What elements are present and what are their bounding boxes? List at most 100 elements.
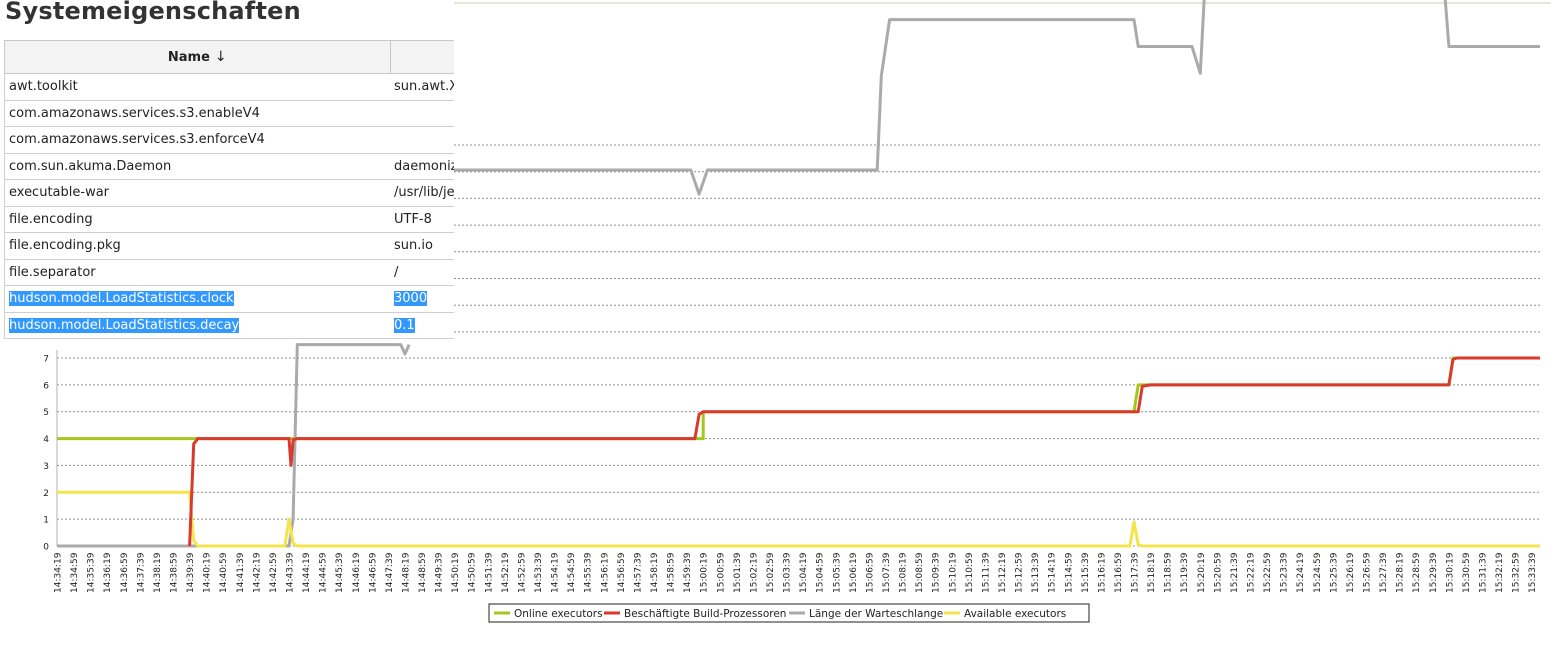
x-tick-label: 15:04:59 bbox=[816, 552, 826, 593]
column-header-value[interactable] bbox=[390, 40, 454, 74]
y-tick-label: 2 bbox=[43, 489, 49, 499]
series-lines bbox=[57, 0, 1540, 548]
table-row-selected: hudson.model.LoadStatistics.decay 0.1 bbox=[4, 312, 454, 339]
sort-down-arrow-icon: ↓ bbox=[214, 49, 227, 65]
x-tick-label: 14:59:39 bbox=[683, 552, 693, 593]
series-line-beschäftigte-build-prozessoren bbox=[188, 356, 1540, 547]
x-tick-label: 14:39:39 bbox=[186, 552, 196, 593]
x-tick-label: 15:18:19 bbox=[1147, 552, 1157, 593]
y-tick-label: 0 bbox=[43, 543, 49, 553]
x-tick-label: 14:34:59 bbox=[70, 552, 80, 593]
x-tick-label: 14:41:39 bbox=[236, 552, 246, 593]
table-row: awt.toolkit sun.awt.X bbox=[4, 73, 454, 101]
property-value: sun.awt.X bbox=[394, 79, 454, 95]
x-tick-label: 14:58:59 bbox=[667, 552, 677, 593]
x-tick-label: 15:03:39 bbox=[783, 552, 793, 593]
series-line-online-executors bbox=[57, 356, 1540, 441]
x-tick-label: 14:46:19 bbox=[352, 552, 362, 593]
x-tick-label: 15:29:39 bbox=[1429, 552, 1439, 593]
x-tick-label: 15:31:39 bbox=[1479, 552, 1489, 593]
x-tick-label: 15:30:59 bbox=[1462, 552, 1472, 593]
x-tick-label: 15:08:59 bbox=[915, 552, 925, 593]
x-tick-label: 15:10:19 bbox=[948, 552, 958, 593]
x-tick-label: 15:07:39 bbox=[882, 552, 892, 593]
property-name: com.amazonaws.services.s3.enableV4 bbox=[9, 105, 260, 121]
table-row-selected: hudson.model.LoadStatistics.clock 3000 bbox=[4, 285, 454, 313]
x-tick-label: 15:14:59 bbox=[1064, 552, 1074, 593]
table-row: com.amazonaws.services.s3.enableV4 bbox=[4, 100, 454, 127]
property-name: awt.toolkit bbox=[9, 79, 78, 95]
x-tick-label: 14:58:19 bbox=[650, 552, 660, 593]
x-tick-label: 15:10:59 bbox=[965, 552, 975, 593]
y-tick-label: 3 bbox=[43, 462, 49, 472]
x-tick-label: 14:52:59 bbox=[517, 552, 527, 593]
x-tick-label: 15:17:39 bbox=[1131, 552, 1141, 593]
property-value: UTF-8 bbox=[394, 211, 432, 227]
property-value: sun.io bbox=[394, 238, 433, 254]
x-tick-label: 15:22:59 bbox=[1263, 552, 1273, 593]
y-tick-label: 4 bbox=[43, 435, 49, 445]
x-tick-label: 14:34:19 bbox=[54, 552, 64, 593]
y-tick-label: 7 bbox=[43, 355, 49, 365]
x-tick-label: 14:56:59 bbox=[617, 552, 627, 593]
x-tick-label: 15:06:19 bbox=[849, 552, 859, 593]
x-tick-label: 15:04:19 bbox=[799, 552, 809, 593]
y-tick-label: 1 bbox=[43, 516, 49, 526]
table-row: file.encoding.pkg sun.io bbox=[4, 232, 454, 260]
property-name: com.sun.akuma.Daemon bbox=[9, 158, 172, 174]
x-tick-label: 15:06:59 bbox=[865, 552, 875, 593]
x-tick-label: 15:09:39 bbox=[932, 552, 942, 593]
y-tick-label: 5 bbox=[43, 408, 49, 418]
legend-label: Online executors bbox=[514, 608, 603, 620]
x-tick-label: 14:48:19 bbox=[401, 552, 411, 593]
table-row: executable-war/usr/lib/jen bbox=[4, 179, 454, 207]
x-tick-label: 15:18:59 bbox=[1164, 552, 1174, 593]
x-tick-label: 15:05:39 bbox=[832, 552, 842, 593]
system-properties-panel: Systemeigenschaften Name ↓ awt.toolkit sun… bbox=[0, 0, 454, 340]
x-tick-label: 14:53:39 bbox=[534, 552, 544, 593]
table-header-row: Name ↓ bbox=[4, 40, 454, 74]
x-tick-label: 15:12:59 bbox=[1015, 552, 1025, 593]
x-tick-label: 15:08:19 bbox=[899, 552, 909, 593]
x-tick-label: 14:36:19 bbox=[103, 552, 113, 593]
property-name: executable-war bbox=[9, 185, 110, 201]
x-tick-label: 15:30:19 bbox=[1445, 552, 1455, 593]
series-line-länge-der-warteschlange bbox=[57, 343, 411, 548]
legend-label: Beschäftigte Build-Prozessoren bbox=[624, 608, 786, 620]
series-line-available-executors bbox=[57, 490, 1540, 548]
x-tick-label: 15:00:59 bbox=[716, 552, 726, 593]
property-value: 0.1 bbox=[394, 317, 415, 333]
x-tick-label: 14:43:39 bbox=[285, 552, 295, 593]
x-tick-label: 15:12:19 bbox=[998, 552, 1008, 593]
x-tick-label: 15:24:19 bbox=[1296, 552, 1306, 593]
x-tick-label: 14:49:39 bbox=[435, 552, 445, 593]
x-tick-label: 14:40:19 bbox=[203, 552, 213, 593]
x-tick-label: 15:21:39 bbox=[1230, 552, 1240, 593]
x-tick-label: 15:11:39 bbox=[981, 552, 991, 593]
x-tick-label: 15:13:39 bbox=[1031, 552, 1041, 593]
x-tick-label: 15:25:39 bbox=[1329, 552, 1339, 593]
x-tick-label: 14:50:59 bbox=[468, 552, 478, 593]
x-tick-label: 14:42:19 bbox=[252, 552, 262, 593]
x-tick-label: 15:19:39 bbox=[1180, 552, 1190, 593]
x-tick-label: 14:35:39 bbox=[87, 552, 97, 593]
property-value: daemoniz bbox=[394, 158, 454, 174]
x-tick-label: 14:44:59 bbox=[319, 552, 329, 593]
x-tick-label: 15:02:59 bbox=[766, 552, 776, 593]
x-tick-label: 15:20:19 bbox=[1197, 552, 1207, 593]
system-properties-table: Name ↓ awt.toolkit sun.awt.X com.amazonaws… bbox=[4, 40, 454, 339]
x-tick-label: 15:20:59 bbox=[1213, 552, 1223, 593]
x-tick-label: 14:47:39 bbox=[385, 552, 395, 593]
x-tick-label: 15:32:59 bbox=[1512, 552, 1522, 593]
column-header-name[interactable]: Name ↓ bbox=[4, 40, 391, 74]
page-title: Systemeigenschaften bbox=[5, 0, 301, 25]
x-tick-label: 15:22:19 bbox=[1247, 552, 1257, 593]
x-tick-label: 15:27:39 bbox=[1379, 552, 1389, 593]
y-axis-ticks: 0 1 2 3 4 5 6 7 bbox=[43, 355, 49, 553]
x-tick-label: 14:56:19 bbox=[600, 552, 610, 593]
x-tick-label: 15:14:19 bbox=[1048, 552, 1058, 593]
x-tick-label: 15:16:19 bbox=[1097, 552, 1107, 593]
x-tick-label: 15:15:39 bbox=[1081, 552, 1091, 593]
x-tick-label: 14:54:19 bbox=[551, 552, 561, 593]
property-value: 3000 bbox=[394, 291, 428, 307]
